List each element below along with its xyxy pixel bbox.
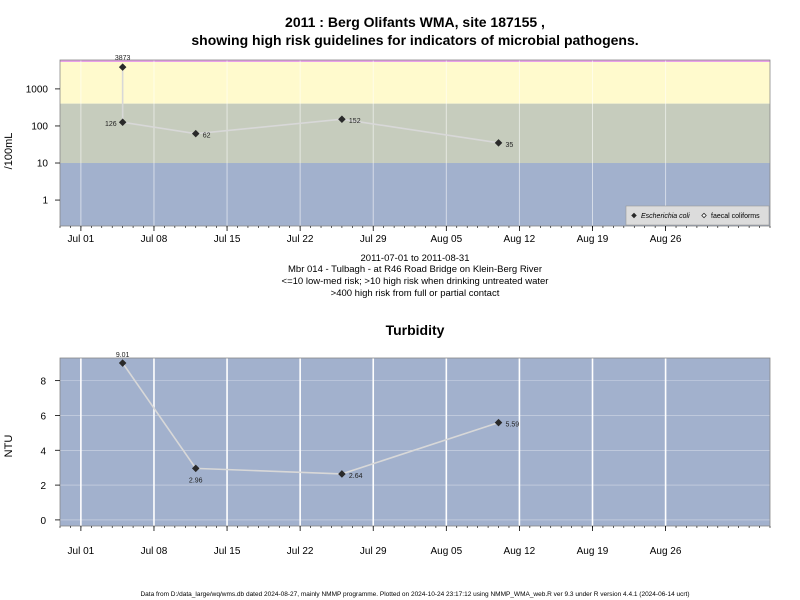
y-tick-label-bottom: 2 (40, 481, 46, 492)
turbidity-series-line (121, 362, 499, 475)
x-tick-label-bottom: Jul 01 (68, 546, 95, 557)
footer-note: Data from D:/data_large/wq/wms.db dated … (140, 591, 689, 598)
ecoli-point (494, 139, 503, 147)
y-tick-label-top: 1000 (26, 84, 49, 95)
ecoli-data-label: 62 (203, 133, 211, 140)
ecoli-data-label: 35 (506, 142, 514, 149)
turbidity-data-label: 2.64 (349, 473, 363, 480)
ecoli-point (191, 129, 200, 138)
legend-faecal-label: faecal coliforms (711, 213, 760, 220)
faecal-data-label: 3873 (115, 55, 131, 62)
y-tick-label-top: 100 (31, 121, 48, 132)
x-tick-label-top: Aug 05 (430, 234, 462, 245)
plot-background-bottom (60, 358, 770, 526)
x-tick-label-top: Jul 22 (287, 234, 314, 245)
ecoli-point (118, 118, 127, 127)
legend-box (625, 205, 770, 226)
chart-title-line2: showing high risk guidelines for indicat… (191, 32, 638, 48)
x-tick-label-bottom: Aug 19 (577, 546, 609, 557)
x-tick-label-bottom: Jul 15 (214, 546, 241, 557)
risk-band-1 (60, 103, 770, 164)
risk-band-0 (60, 60, 770, 104)
ecoli-data-label: 152 (349, 118, 361, 125)
y-tick-label-top: 1 (42, 196, 48, 207)
x-tick-label-top: Aug 19 (577, 234, 609, 245)
x-tick-label-bottom: Aug 12 (504, 546, 536, 557)
ecoli-data-label: 126 (105, 121, 117, 128)
y-tick-label-bottom: 4 (40, 446, 46, 457)
subtitle-line-0: 2011-07-01 to 2011-08-31 (361, 253, 470, 264)
legend (625, 205, 770, 226)
turbidity-point (494, 418, 503, 427)
x-tick-label-top: Jul 29 (360, 234, 387, 245)
x-tick-label-top: Jul 08 (141, 234, 168, 245)
x-tick-label-top: Jul 15 (214, 234, 241, 245)
y-tick-label-bottom: 6 (40, 411, 46, 422)
legend-ecoli-label: Escherichia coli (641, 213, 690, 220)
subtitle-line-1: Mbr 014 - Tulbagh - at R46 Road Bridge o… (288, 264, 542, 275)
x-tick-label-top: Aug 26 (650, 234, 682, 245)
turbidity-title: Turbidity (386, 322, 445, 338)
x-tick-label-top: Jul 01 (68, 234, 95, 245)
y-axis-label-top: /100mL (3, 133, 15, 170)
x-tick-label-bottom: Jul 29 (360, 546, 387, 557)
turbidity-point (338, 470, 346, 478)
turbidity-point (118, 359, 127, 367)
y-tick-label-top: 10 (37, 159, 49, 170)
subtitle-line-2: <=10 low-med risk; >10 high risk when dr… (282, 276, 549, 287)
legend-faecal-marker (701, 212, 707, 219)
x-tick-label-bottom: Aug 05 (430, 546, 462, 557)
subtitle-line-3: >400 high risk from full or partial cont… (331, 288, 500, 299)
legend-ecoli-marker (631, 212, 637, 219)
ecoli-point (338, 115, 346, 123)
y-tick-label-bottom: 0 (40, 516, 46, 527)
x-tick-label-bottom: Jul 08 (141, 546, 168, 557)
turbidity-data-label: 5.59 (506, 422, 520, 429)
x-tick-label-bottom: Aug 26 (650, 546, 682, 557)
y-axis-label-bottom: NTU (3, 435, 15, 458)
x-tick-label-bottom: Jul 22 (287, 546, 314, 557)
y-tick-label-bottom: 8 (40, 377, 46, 388)
faecal-point (118, 63, 127, 71)
ecoli-series-line (122, 118, 499, 144)
turbidity-data-label: 9.01 (116, 352, 130, 359)
turbidity-data-label: 2.96 (189, 477, 203, 484)
turbidity-point (191, 464, 200, 473)
chart-title-line1: 2011 : Berg Olifants WMA, site 187155 , (285, 14, 545, 30)
x-tick-label-top: Aug 12 (504, 234, 536, 245)
